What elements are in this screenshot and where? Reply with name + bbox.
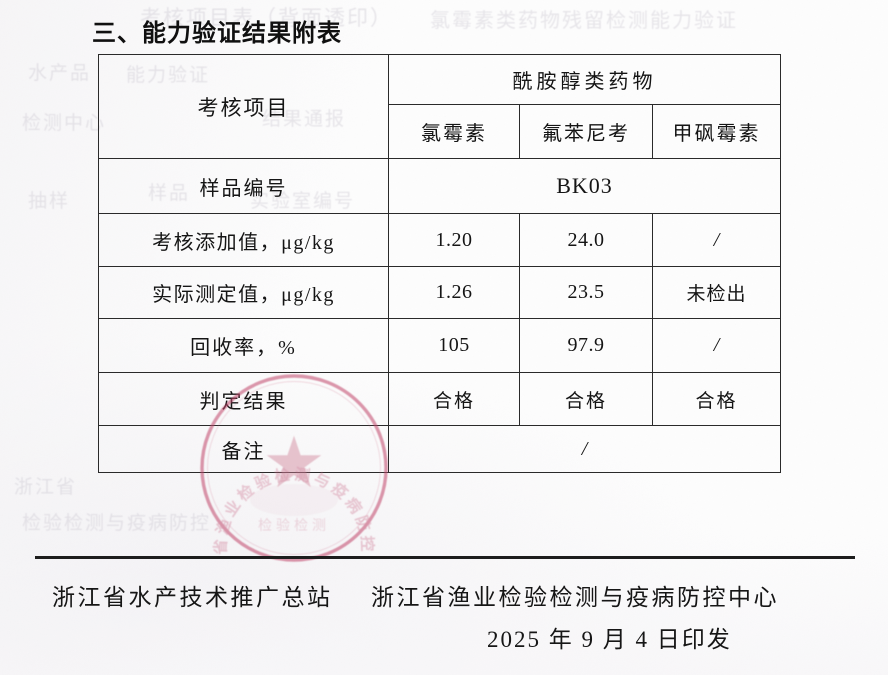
row-label-sample-id: 样品编号 xyxy=(98,158,389,214)
table-row: 实际测定值，μg/kg 1.26 23.5 未检出 xyxy=(98,266,782,319)
cell-recovery-thiamphenicol: / xyxy=(651,318,782,373)
bleed-through-mark: 浙江省 xyxy=(14,477,78,498)
table-row: 判定结果 合格 合格 合格 xyxy=(98,372,782,426)
cell-recovery-chloramphenicol: 105 xyxy=(388,318,520,373)
table-row: 考核添加值，μg/kg 1.20 24.0 / xyxy=(98,213,782,267)
header-row-label: 考核项目 xyxy=(98,54,389,159)
footer-issuing-organizations: 浙江省水产技术推广总站 浙江省渔业检验检测与疫病防控中心 xyxy=(52,578,779,612)
cell-measured-thiamphenicol: 未检出 xyxy=(651,266,782,319)
capability-verification-results-table: 考核项目 酰胺醇类药物 氯霉素 氟苯尼考 甲砜霉素 样品编号 BK03 考核添加… xyxy=(98,54,782,473)
table-row: 样品编号 BK03 xyxy=(98,158,782,214)
row-label-spiked-value: 考核添加值，μg/kg xyxy=(98,213,389,267)
bleed-through-mark: 水产品 xyxy=(28,63,92,84)
cell-conclusion-chloramphenicol: 合格 xyxy=(388,372,520,426)
cell-measured-florfenicol: 23.5 xyxy=(519,266,653,319)
footer-org-right: 浙江省渔业检验检测与疫病防控中心 xyxy=(371,585,779,610)
cell-spiked-thiamphenicol: / xyxy=(651,213,782,267)
footer-divider-rule xyxy=(35,556,855,559)
footer-issue-date: 2025 年 9 月 4 日印发 xyxy=(487,627,732,652)
cell-conclusion-florfenicol: 合格 xyxy=(519,372,653,426)
header-analyte-thiamphenicol: 甲砜霉素 xyxy=(651,104,782,159)
table-row: 备注 / xyxy=(98,425,782,473)
cell-remarks-value: / xyxy=(387,425,782,473)
bleed-through-mark: 抽样 xyxy=(28,191,71,212)
row-label-remarks: 备注 xyxy=(98,425,389,473)
cell-sample-id-value: BK03 xyxy=(387,158,782,214)
cell-spiked-florfenicol: 24.0 xyxy=(519,213,653,267)
table-row: 回收率，% 105 97.9 / xyxy=(98,318,782,373)
cell-spiked-chloramphenicol: 1.20 xyxy=(388,213,520,267)
table-header-row-analytes: 氯霉素 氟苯尼考 甲砜霉素 xyxy=(99,104,782,159)
svg-text:检验检测: 检验检测 xyxy=(258,518,330,534)
footer-org-left: 浙江省水产技术推广总站 xyxy=(52,585,333,610)
table-header-row-group: 考核项目 酰胺醇类药物 xyxy=(98,54,782,159)
bleed-through-mark: 氯霉素类药物残留检测能力验证 xyxy=(430,10,738,32)
cell-conclusion-thiamphenicol: 合格 xyxy=(651,372,782,426)
row-label-conclusion: 判定结果 xyxy=(98,372,389,426)
bleed-through-mark: 检测中心 xyxy=(22,113,107,134)
header-drug-group: 酰胺醇类药物 xyxy=(387,54,782,105)
row-label-measured-value: 实际测定值，μg/kg xyxy=(98,266,389,319)
row-label-recovery: 回收率，% xyxy=(98,318,389,373)
header-analyte-florfenicol: 氟苯尼考 xyxy=(519,104,653,159)
section-heading: 三、能力验证结果附表 xyxy=(92,20,342,47)
cell-measured-chloramphenicol: 1.26 xyxy=(388,266,520,319)
cell-recovery-florfenicol: 97.9 xyxy=(519,318,653,373)
bleed-through-mark: 检验检测与疫病防控 xyxy=(22,513,212,534)
header-analyte-chloramphenicol: 氯霉素 xyxy=(388,104,520,159)
